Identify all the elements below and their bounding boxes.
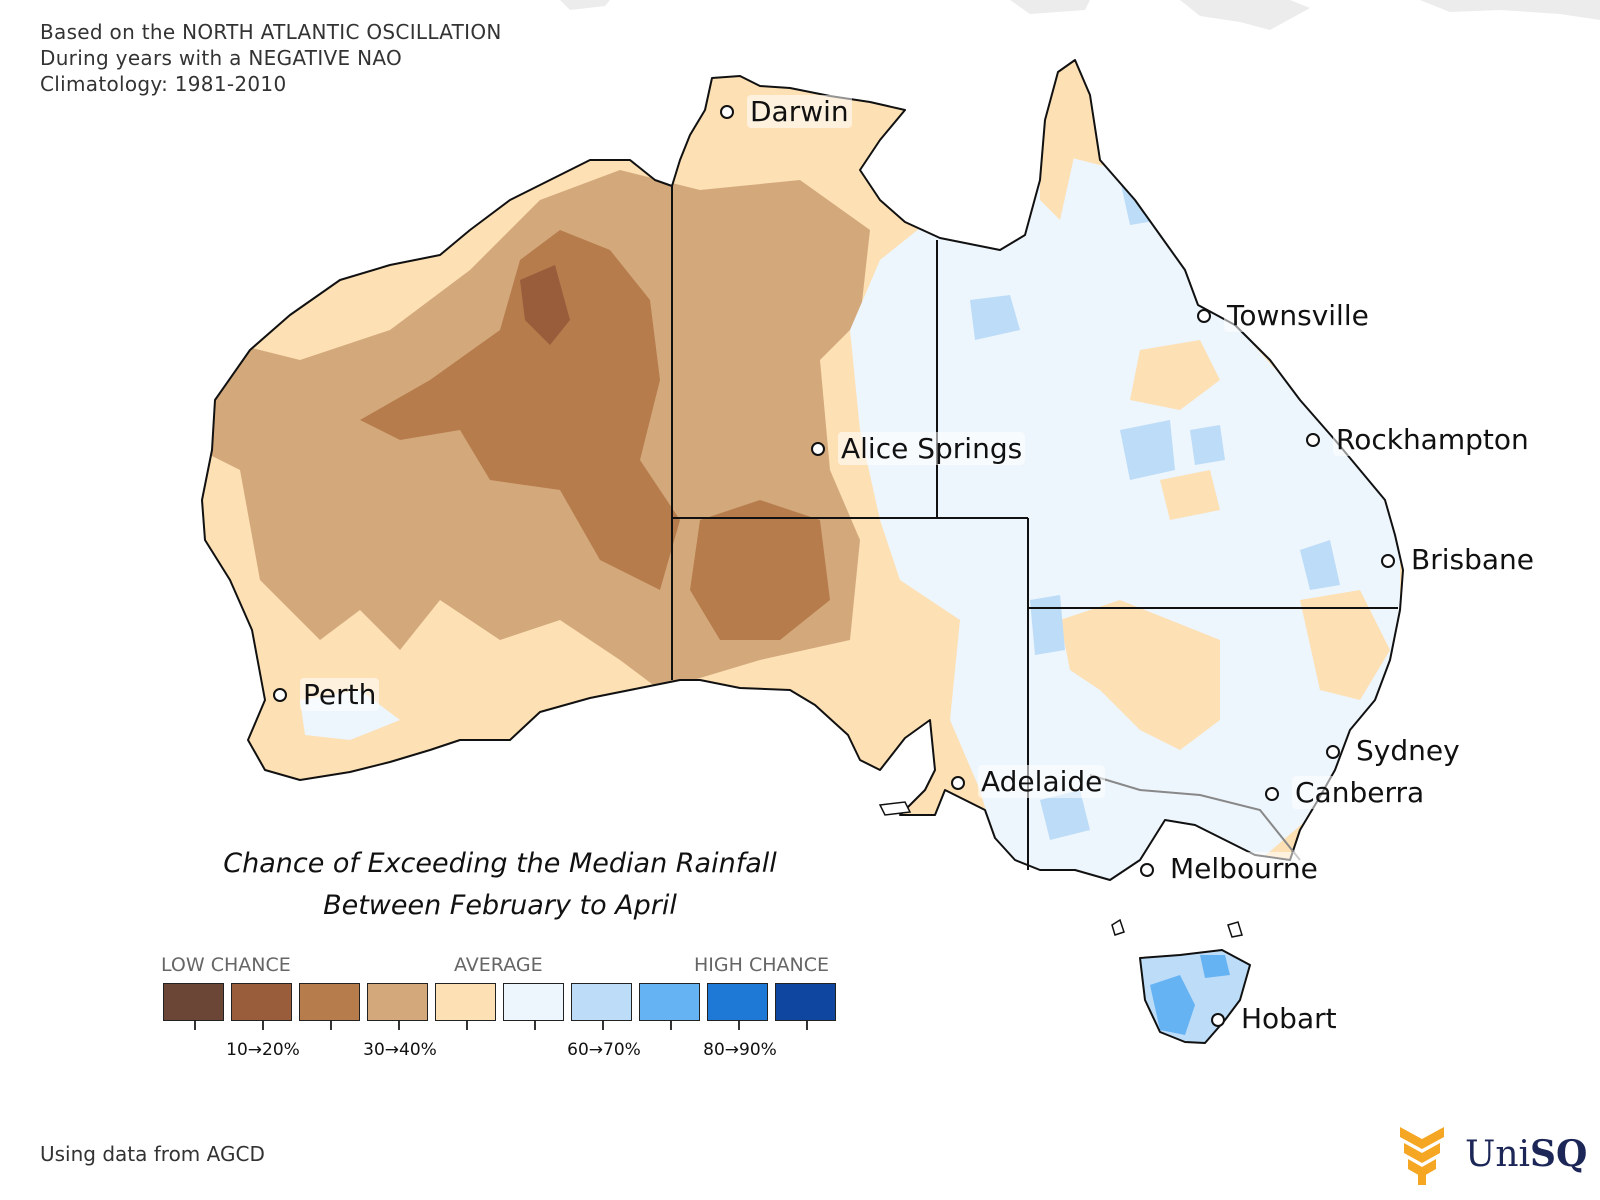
rainfall-field [202, 60, 1403, 880]
legend-label-3: 60→70% [567, 1040, 641, 1060]
legend-swatch-7 [571, 983, 632, 1021]
legend-swatch-2 [231, 983, 292, 1021]
legend-tick [466, 1021, 468, 1030]
city-marker-perth [273, 688, 287, 702]
small-islands [878, 801, 1243, 938]
legend-tick [398, 1021, 400, 1030]
city-label-rockhampton: Rockhampton [1333, 423, 1532, 456]
legend-tick [670, 1021, 672, 1030]
legend-swatch-6 [503, 983, 564, 1021]
unisq-logo [1400, 1127, 1444, 1185]
city-marker-hobart [1211, 1013, 1225, 1027]
legend-tick [262, 1021, 264, 1030]
legend-swatch-3 [299, 983, 360, 1021]
city-label-townsville: Townsville [1224, 299, 1372, 332]
legend-tick [534, 1021, 536, 1030]
data-source-note: Using data from AGCD [40, 1142, 265, 1166]
city-marker-adelaide [951, 776, 965, 790]
legend-label-2: 30→40% [363, 1040, 437, 1060]
city-label-sydney: Sydney [1353, 734, 1463, 767]
neighbour-land [560, 0, 1600, 30]
city-label-adelaide: Adelaide [978, 765, 1106, 798]
legend-label-1: 10→20% [226, 1040, 300, 1060]
city-label-darwin: Darwin [747, 95, 852, 128]
city-marker-townsville [1197, 309, 1211, 323]
legend-swatch-8 [639, 983, 700, 1021]
map-title-line-2: Between February to April [323, 890, 677, 921]
legend-label-4: 80→90% [703, 1040, 777, 1060]
legend-swatch-4 [367, 983, 428, 1021]
city-marker-rockhampton [1306, 433, 1320, 447]
header-line-1: Based on the NORTH ATLANTIC OSCILLATION [40, 20, 502, 44]
city-marker-canberra [1265, 787, 1279, 801]
legend-tick [602, 1021, 604, 1030]
legend-tick [738, 1021, 740, 1030]
city-label-alice-springs: Alice Springs [838, 432, 1026, 465]
legend-swatch-5 [435, 983, 496, 1021]
legend-swatch-1 [163, 983, 224, 1021]
city-label-melbourne: Melbourne [1167, 852, 1321, 885]
legend-swatch-10 [775, 983, 836, 1021]
legend-swatch-9 [707, 983, 768, 1021]
header-line-3: Climatology: 1981-2010 [40, 72, 287, 96]
header-line-2: During years with a NEGATIVE NAO [40, 46, 403, 70]
city-marker-melbourne [1140, 863, 1154, 877]
legend-average-caption: AVERAGE [454, 954, 543, 976]
city-marker-sydney [1326, 745, 1340, 759]
state-borders [671, 186, 1398, 870]
unisq-logo-text: UniSQ [1465, 1133, 1588, 1175]
legend-tick [806, 1021, 808, 1030]
map-title-line-1: Chance of Exceeding the Median Rainfall [223, 848, 777, 879]
legend-low-caption: LOW CHANCE [161, 954, 291, 976]
mainland-coastline [201, 59, 1404, 881]
legend-high-caption: HIGH CHANCE [694, 954, 829, 976]
city-label-hobart: Hobart [1238, 1002, 1340, 1035]
city-marker-brisbane [1381, 554, 1395, 568]
city-marker-darwin [720, 105, 734, 119]
city-marker-alice-springs [811, 442, 825, 456]
city-label-perth: Perth [300, 678, 380, 711]
legend-tick [330, 1021, 332, 1030]
city-label-brisbane: Brisbane [1408, 543, 1537, 576]
legend-tick [194, 1021, 196, 1030]
tasmania-coastline [1139, 949, 1251, 1044]
city-label-canberra: Canberra [1292, 776, 1428, 809]
